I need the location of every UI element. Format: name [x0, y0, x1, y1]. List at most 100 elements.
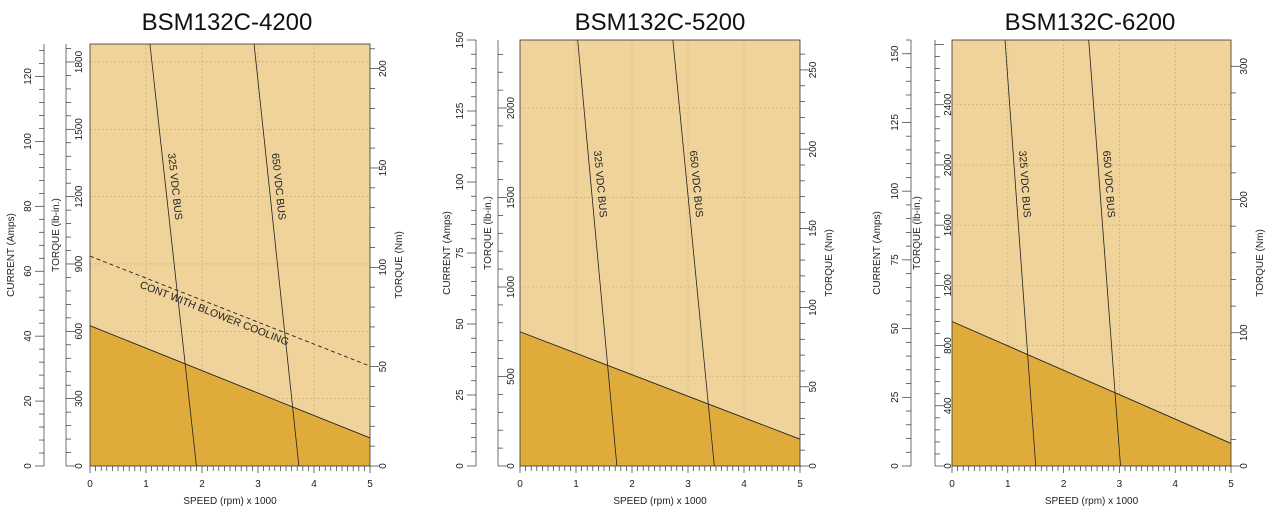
x-axis [519, 466, 801, 473]
bus-line-1 [149, 43, 197, 467]
continuous-boundary-line [89, 325, 371, 439]
nm-tick-label: 200 [808, 140, 819, 157]
current-tick-label: 75 [455, 247, 466, 259]
current-tick-label: 0 [23, 463, 34, 469]
lbin-axis [934, 40, 944, 467]
blower-cooling-line [89, 255, 371, 367]
lbin-tick-label: 1200 [943, 274, 954, 297]
nm-axis [1231, 65, 1240, 467]
current-tick-label: 120 [23, 68, 34, 85]
nm-axis [800, 53, 809, 467]
lbin-axis-label: TORQUE (lb-in.) [912, 196, 923, 270]
current-tick-label: 0 [890, 463, 901, 469]
current-axis [902, 39, 912, 467]
x-tick-label: 1 [143, 479, 149, 490]
lbin-tick-label: 1200 [74, 185, 85, 208]
nm-tick-label: 0 [1239, 463, 1250, 469]
x-tick-label: 5 [797, 479, 803, 490]
current-tick-label: 50 [890, 323, 901, 335]
bus-label-2: 650 VDC BUS [1100, 150, 1117, 218]
x-tick-label: 3 [1117, 479, 1123, 490]
nm-tick-label: 150 [378, 159, 389, 176]
grid [952, 40, 1231, 466]
current-axis-label: CURRENT (Amps) [442, 211, 453, 295]
lbin-tick-label: 300 [74, 390, 85, 407]
lbin-tick-label: 500 [506, 368, 517, 385]
x-tick-label: 1 [1005, 479, 1011, 490]
x-tick-label: 0 [87, 479, 93, 490]
current-axis-label: CURRENT (Amps) [6, 213, 17, 297]
bus-line-2 [672, 39, 715, 467]
current-axis [467, 39, 477, 467]
continuous-boundary-line [519, 331, 801, 440]
lbin-tick-label: 1500 [506, 186, 517, 209]
current-tick-label: 100 [23, 133, 34, 150]
nm-tick-label: 200 [378, 60, 389, 77]
lbin-axis [65, 44, 75, 467]
nm-axis-label: TORQUE (Nm) [824, 229, 835, 297]
lbin-tick-label: 1500 [74, 118, 85, 141]
lbin-tick-label: 800 [943, 337, 954, 354]
current-tick-label: 0 [455, 463, 466, 469]
lbin-tick-label: 1000 [506, 275, 517, 298]
nm-tick-label: 100 [378, 259, 389, 276]
lbin-tick-label: 1800 [74, 50, 85, 73]
x-tick-label: 2 [199, 479, 205, 490]
current-tick-label: 60 [23, 265, 34, 277]
lbin-tick-label: 2000 [506, 96, 517, 119]
current-tick-label: 50 [455, 318, 466, 330]
nm-tick-label: 100 [1239, 324, 1250, 341]
chart-title: BSM132C-6200 [1005, 9, 1176, 36]
x-tick-label: 3 [255, 479, 261, 490]
current-tick-label: 25 [455, 389, 466, 401]
x-tick-label: 4 [311, 479, 317, 490]
nm-tick-label: 50 [378, 361, 389, 373]
chart-3: BSM132C-6200 325 VDC BUS 650 VDC BUS 0 1 2 3 4 5… [872, 9, 1266, 507]
nm-tick-label: 0 [808, 463, 819, 469]
lbin-tick-label: 400 [943, 397, 954, 414]
x-tick-label: 5 [367, 479, 373, 490]
x-tick-label: 0 [949, 479, 955, 490]
current-tick-label: 100 [890, 182, 901, 199]
lbin-axis-label: TORQUE (lb-in.) [51, 198, 62, 272]
x-tick-label: 3 [685, 479, 691, 490]
nm-tick-label: 150 [808, 220, 819, 237]
x-axis-label: SPEED (rpm) x 1000 [1045, 496, 1139, 507]
x-tick-label: 2 [1061, 479, 1067, 490]
current-tick-label: 100 [455, 173, 466, 190]
lbin-tick-label: 2400 [943, 93, 954, 116]
lbin-tick-label: 0 [74, 463, 85, 469]
lbin-tick-label: 0 [943, 463, 954, 469]
continuous-zone [520, 331, 800, 466]
continuous-zone [90, 325, 370, 466]
x-axis-label: SPEED (rpm) x 1000 [613, 496, 707, 507]
nm-axis-label: TORQUE (Nm) [394, 231, 405, 299]
bus-label-1: 325 VDC BUS [1016, 150, 1033, 218]
x-tick-label: 4 [741, 479, 747, 490]
bus-line-1 [1004, 39, 1037, 467]
nm-axis [370, 48, 379, 467]
nm-tick-label: 0 [378, 463, 389, 469]
lbin-tick-label: 0 [506, 463, 517, 469]
grid [520, 40, 800, 466]
x-tick-label: 5 [1228, 479, 1234, 490]
current-tick-label: 125 [890, 114, 901, 131]
chart-title: BSM132C-5200 [575, 9, 746, 36]
x-tick-label: 0 [517, 479, 523, 490]
lbin-tick-label: 900 [74, 255, 85, 272]
x-tick-label: 1 [573, 479, 579, 490]
lbin-axis-label: TORQUE (lb-in.) [483, 196, 494, 270]
current-axis-label: CURRENT (Amps) [872, 211, 883, 295]
continuous-boundary-line [951, 321, 1232, 444]
nm-tick-label: 100 [808, 299, 819, 316]
current-tick-label: 20 [23, 395, 34, 407]
current-tick-label: 150 [455, 31, 466, 48]
continuous-zone [952, 321, 1231, 466]
x-axis [89, 466, 371, 473]
current-tick-label: 75 [890, 254, 901, 266]
bus-line-2 [253, 43, 300, 467]
lbin-axis [497, 40, 507, 467]
